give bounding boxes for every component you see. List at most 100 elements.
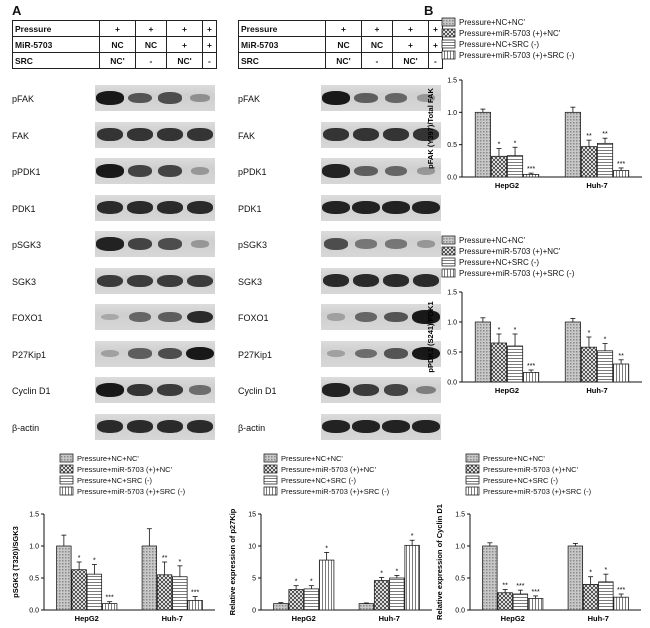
bar (506, 345, 524, 383)
panel-b-label: B (424, 3, 434, 18)
blot-row: Cyclin D1 (238, 374, 443, 408)
y-tick-label: 0.5 (447, 350, 457, 357)
blot-row: pSGK3 (12, 228, 217, 262)
blot-row: PDK1 (238, 192, 443, 226)
significance-label: * (78, 555, 81, 562)
protein-band (156, 128, 184, 141)
bar (523, 174, 540, 178)
y-tick-label: 10 (248, 544, 256, 551)
condition-cell: NC' (166, 52, 203, 69)
legend-label: Pressure+NC+NC' (281, 454, 343, 463)
y-tick-label: 1.0 (455, 544, 465, 551)
protein-band (156, 201, 184, 214)
blot-strip (321, 413, 441, 440)
y-tick-label: 0.5 (29, 576, 39, 583)
blot-strip (321, 85, 441, 111)
protein-band (416, 94, 436, 102)
legend-label: Pressure+NC+NC' (77, 454, 139, 463)
condition-cell: + (166, 36, 203, 53)
protein-band (326, 313, 346, 321)
blot-strip (321, 121, 441, 148)
significance-label: * (411, 533, 414, 540)
legend-label: Pressure+miR-5703 (+)+SRC (-) (483, 487, 592, 496)
protein-band (382, 200, 410, 215)
protein-band (96, 420, 124, 433)
significance-label: * (179, 559, 182, 566)
protein-band (352, 419, 380, 434)
bar (580, 146, 598, 178)
legend-swatch (441, 235, 456, 245)
bar (598, 581, 614, 611)
bar (273, 603, 289, 611)
bar (506, 155, 524, 178)
y-tick-label: 0.5 (447, 142, 457, 149)
protein-band (157, 384, 183, 396)
panel-a-label: A (12, 3, 22, 18)
protein-band (100, 349, 120, 358)
protein-label: P27Kip1 (12, 349, 47, 360)
condition-table: Pressure + + + + MiR-5703 NC NC + + SRC NC' - NC' - (12, 20, 218, 69)
protein-band (412, 419, 440, 434)
legend-swatch (441, 39, 456, 49)
bar (303, 588, 320, 611)
protein-band (322, 164, 350, 178)
protein-band (187, 274, 213, 287)
protein-band (186, 346, 214, 361)
protein-band (96, 164, 124, 178)
protein-band (382, 419, 410, 434)
significance-label: * (498, 327, 501, 334)
blot-strip (321, 231, 441, 257)
condition-cell: - (134, 52, 168, 69)
blot-row: PDK1 (12, 192, 217, 226)
blot-row: FOXO1 (12, 301, 217, 335)
blot-strip (95, 340, 215, 367)
legend-swatch (441, 268, 456, 278)
protein-band (412, 346, 440, 361)
protein-band (186, 310, 214, 324)
y-tick-label: 1.5 (29, 512, 39, 519)
legend-swatch (465, 453, 480, 463)
protein-band (354, 165, 378, 177)
western-blot-panel-hepg2: Pressure + + + + MiR-5703 NC NC + + SRC NC' - NC' - pFA… (12, 20, 218, 460)
blot-row: pPDK1 (12, 155, 217, 189)
blot-strip (95, 267, 215, 294)
condition-cell: - (201, 52, 218, 69)
y-axis-label: pPDK1 (S241)/PDK1 (426, 301, 435, 372)
blot-strip (95, 194, 215, 221)
legend-swatch (465, 475, 480, 485)
legend-swatch (441, 257, 456, 267)
protein-band (383, 384, 409, 396)
protein-band (186, 128, 214, 141)
condition-cell: NC (325, 36, 362, 53)
legend-label: Pressure+miR-5703 (+)+NC' (459, 29, 561, 38)
legend-swatch (441, 246, 456, 256)
protein-band (157, 238, 183, 250)
legend-label: Pressure+miR-5703 (+)+SRC (-) (77, 487, 186, 496)
y-axis-label: Relative expression of p27Kip (228, 508, 237, 615)
legend-label: Pressure+NC+NC' (459, 236, 525, 245)
legend-label: Pressure+NC+SRC (-) (459, 258, 539, 267)
x-category-label: Huh-7 (588, 614, 609, 623)
blot-row: FAK (238, 119, 443, 153)
bar (56, 545, 72, 611)
protein-band (128, 312, 152, 322)
protein-band (127, 274, 153, 287)
significance-label: *** (617, 161, 625, 168)
legend-bottom-right: Pressure+NC+NC' Pressure+miR-5703 (+)+NC'… (465, 453, 592, 496)
legend-label: Pressure+NC+SRC (-) (459, 40, 539, 49)
protein-band (322, 383, 350, 397)
protein-label: SGK3 (12, 276, 37, 287)
x-category-label: HepG2 (75, 614, 99, 623)
bar (613, 596, 629, 611)
blot-strip (321, 267, 441, 294)
blot-strip (95, 158, 215, 184)
bar (613, 170, 630, 178)
protein-band (355, 239, 377, 249)
protein-band (186, 201, 214, 214)
protein-label: P27Kip1 (238, 349, 273, 360)
protein-band (157, 92, 183, 104)
protein-label: SGK3 (238, 276, 263, 287)
blot-strip (321, 377, 441, 403)
